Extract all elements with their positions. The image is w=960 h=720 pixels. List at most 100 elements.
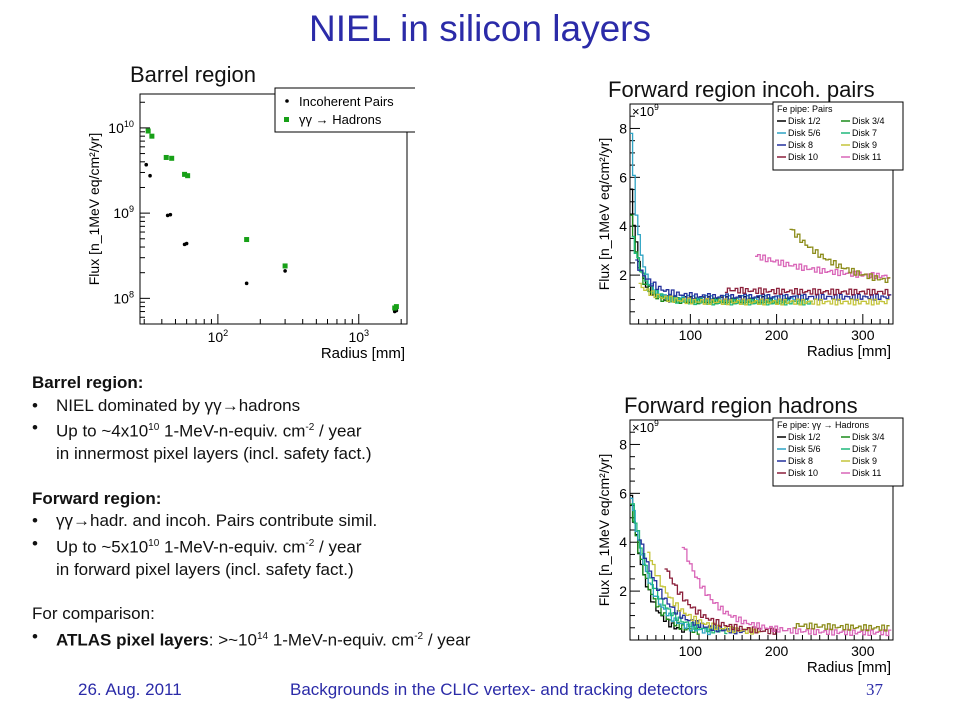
y-tick-label: 1010: [108, 119, 134, 136]
barrel-bullet-2-text: Up to ~4x10: [56, 421, 149, 441]
arrow-icon: →: [221, 395, 239, 415]
comparison-heading: For comparison:: [32, 604, 155, 624]
forward-bullet-1-text: γγ: [56, 511, 73, 531]
barrel-bullet-1-tail: hadrons: [238, 395, 301, 415]
x-axis-label: Radius [mm]: [807, 343, 891, 360]
barrel-bullet-1-text: NIEL dominated by γγ: [56, 395, 222, 415]
y-axis-label: Flux [n_1MeV eq/cm²/yr]: [86, 133, 102, 286]
y-tick-label: 8: [619, 436, 627, 452]
x-tick-label: 100: [679, 327, 703, 343]
forward-hadrons-plot-title: Forward region hadrons: [624, 393, 858, 418]
exponent: -2: [414, 630, 424, 642]
y-tick-label: 2: [619, 583, 627, 599]
bullet-dot: •: [32, 395, 38, 415]
comparison-mid: 1-MeV-n-equiv. cm: [268, 630, 415, 650]
barrel-bullet-2-cont: in innermost pixel layers (incl. safety …: [56, 444, 372, 464]
data-point: [169, 155, 175, 161]
y-tick-label: 6: [619, 485, 627, 501]
legend-label: Disk 5/6: [788, 128, 821, 138]
legend-box: [772, 101, 904, 171]
x-tick-label: 300: [851, 327, 875, 343]
legend-box: [772, 417, 904, 487]
legend-label: γγ → Hadrons: [299, 112, 382, 127]
series-line: [638, 282, 890, 306]
legend-label: Disk 5/6: [788, 444, 821, 454]
barrel-bullet-2-tail: / year: [314, 421, 362, 441]
x-tick-label: 200: [765, 327, 789, 343]
exponent: -2: [305, 537, 315, 549]
x-tick-label: 300: [851, 643, 875, 659]
forward-bullet-2-cont: in forward pixel layers (incl. safety fa…: [56, 559, 354, 579]
data-point: [148, 173, 152, 178]
data-point: [185, 173, 191, 179]
data-point: [168, 212, 173, 217]
page-number: 37: [866, 680, 883, 699]
barrel-plot-title: Barrel region: [130, 62, 256, 87]
y-axis-label: Flux [n_1MeV eq/cm²/yr]: [596, 454, 612, 607]
data-point: [283, 269, 287, 273]
forward-pairs-chart: 100 200 300 2 4 6 8 ×109 Radius [mm] Flux [n_1MeV…: [596, 101, 904, 360]
comparison-tail: / year: [423, 630, 471, 650]
x-axis-label: Radius [mm]: [321, 345, 405, 362]
comparison-bullet: • ATLAS pixel layers: >~1014 1-MeV-n-equi…: [32, 626, 470, 652]
x-tick-label: 200: [765, 643, 789, 659]
y-tick-label: 6: [619, 169, 627, 185]
legend-box: [274, 87, 415, 133]
exponent: -2: [305, 422, 315, 433]
data-point: [144, 162, 149, 167]
legend-label: Disk 11: [852, 152, 881, 162]
exponent: 10: [148, 537, 160, 549]
data-point: [145, 128, 151, 134]
bullet-dot: •: [32, 418, 38, 437]
x-tick-label: 102: [208, 328, 229, 345]
atlas-label: ATLAS pixel layers: [56, 630, 209, 650]
data-point: [282, 263, 288, 269]
forward-bullet-2: • Up to ~5x1010 1-MeV-n-equiv. cm-2 / yea…: [32, 533, 470, 559]
series-line: [638, 539, 745, 635]
forward-heading: Forward region:: [32, 488, 162, 508]
forward-hadrons-chart: 100 200 300 2 4 6 8 ×109 Radius [mm] Flux [n_1MeV…: [596, 417, 904, 676]
x-tick-label: 103: [348, 328, 369, 345]
legend-label: Disk 8: [788, 140, 813, 150]
bullet-dot: •: [32, 533, 38, 553]
slide-title: NIEL in silicon layers: [308, 8, 652, 49]
footer-title: Backgrounds in the CLIC vertex- and trac…: [290, 680, 708, 699]
data-point: [393, 304, 399, 310]
legend-label: Disk 1/2: [788, 116, 821, 126]
y-multiplier: ×109: [632, 418, 659, 435]
data-point: [165, 213, 170, 218]
series-line: [793, 622, 890, 632]
barrel-flux-chart: 102 103 108 109 1010 Radius [mm] Flux [n_1MeV …: [86, 87, 415, 362]
y-tick-label: 4: [619, 534, 627, 550]
legend-label: Disk 3/4: [852, 116, 885, 126]
data-point: [182, 171, 188, 177]
series-line: [724, 286, 891, 296]
arrow-icon: →: [73, 511, 90, 531]
forward-bullet-2-tail: / year: [314, 537, 362, 557]
legend-label: Disk 11: [852, 468, 881, 478]
legend-label: Disk 10: [788, 152, 818, 162]
exponent: 10: [148, 422, 160, 433]
y-tick-label: 109: [113, 204, 134, 221]
legend-label: Disk 3/4: [852, 432, 885, 442]
series-line: [681, 546, 892, 637]
data-point: [184, 241, 189, 246]
series-line: [647, 551, 762, 635]
legend-label: Disk 1/2: [788, 432, 821, 442]
series-line: [789, 228, 891, 284]
data-point: [244, 237, 250, 243]
y-multiplier: ×109: [632, 102, 659, 119]
summary-text: Barrel region: • NIEL dominated by γγ→had…: [32, 372, 470, 652]
y-tick-label: 2: [619, 267, 627, 283]
barrel-heading: Barrel region:: [32, 373, 144, 392]
forward-pairs-plot-title: Forward region incoh. pairs: [608, 77, 875, 102]
legend-label: Disk 10: [788, 468, 818, 478]
bullet-dot: •: [32, 626, 38, 646]
y-tick-label: 8: [619, 120, 627, 136]
barrel-bullet-2: • Up to ~4x1010 1-MeV-n-equiv. cm-2 / yea…: [32, 417, 470, 443]
forward-bullet-1-tail: hadr. and incoh. Pairs contribute simil.: [90, 511, 378, 531]
y-axis-label: Flux [n_1MeV eq/cm²/yr]: [596, 138, 612, 291]
bullet-dot: •: [32, 511, 38, 531]
forward-bullet-2-mid: 1-MeV-n-equiv. cm: [159, 537, 306, 557]
legend-title: Fe pipe: Pairs: [777, 104, 833, 114]
